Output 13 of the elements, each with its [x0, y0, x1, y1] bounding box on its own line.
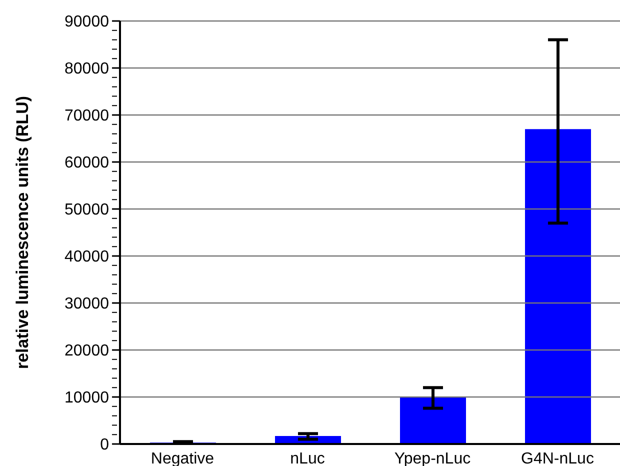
y-tick-label: 0	[100, 436, 110, 454]
y-tick-label: 80000	[64, 60, 110, 78]
y-tick-label: 70000	[64, 108, 110, 125]
x-tick-label: nLuc	[290, 450, 325, 466]
y-tick-label: 40000	[64, 248, 110, 266]
y-tick-label: 50000	[64, 202, 110, 219]
y-tick-label: 60000	[64, 154, 110, 172]
x-tick-label: G4N-nLuc	[521, 450, 594, 466]
y-tick-label: 20000	[64, 342, 110, 360]
y-tick-label: 30000	[64, 296, 110, 313]
y-axis-title: relative luminescence units (RLU)	[13, 96, 32, 370]
y-tick-label: 90000	[64, 14, 110, 31]
y-tick-label: 10000	[64, 390, 110, 407]
